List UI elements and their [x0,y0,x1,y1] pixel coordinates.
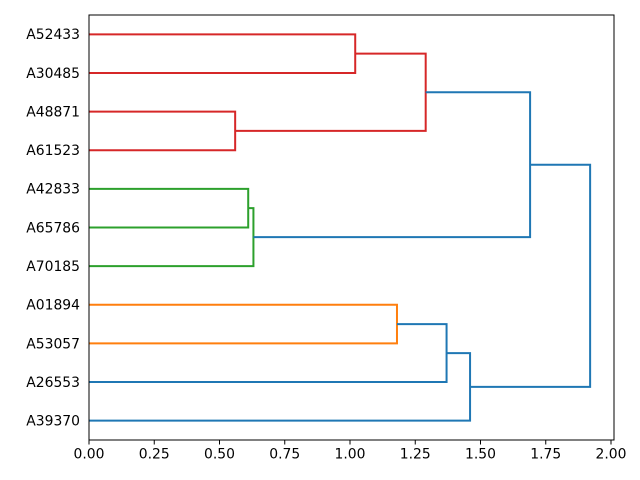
leaf-label: A61523 [26,143,80,159]
dendrogram-links [89,33,592,422]
leaf-label: A01894 [26,298,80,314]
leaf-label: A70185 [26,259,80,275]
leaf-label: A65786 [26,220,80,236]
plot-frame [88,14,615,441]
x-tick-label: 1.00 [335,447,366,463]
x-tick-label: 1.50 [465,447,496,463]
leaf-label: A39370 [26,414,80,430]
dendrogram-link [470,163,592,388]
leaf-label: A48871 [26,104,80,120]
leaf-label: A30485 [26,66,80,82]
x-tick-label: 1.75 [530,447,561,463]
leaf-label: A53057 [26,336,80,352]
x-tick-label: 0.00 [74,447,105,463]
x-axis: 0.00 0.25 0.50 0.75 1.00 1.25 1.50 1.75 2.00 [74,440,627,463]
leaf-label: A52433 [26,27,80,43]
x-tick-label: 0.50 [204,447,235,463]
x-tick-label: 1.25 [400,447,431,463]
x-tick-label: 2.00 [596,447,627,463]
leaf-label: A42833 [26,182,80,198]
leaf-label: A26553 [26,375,80,391]
x-tick-label: 0.75 [269,447,300,463]
x-tick-label: 0.25 [139,447,170,463]
leaf-labels: A52433 A30485 A48871 A61523 A42833 A65786 A701… [26,27,80,429]
